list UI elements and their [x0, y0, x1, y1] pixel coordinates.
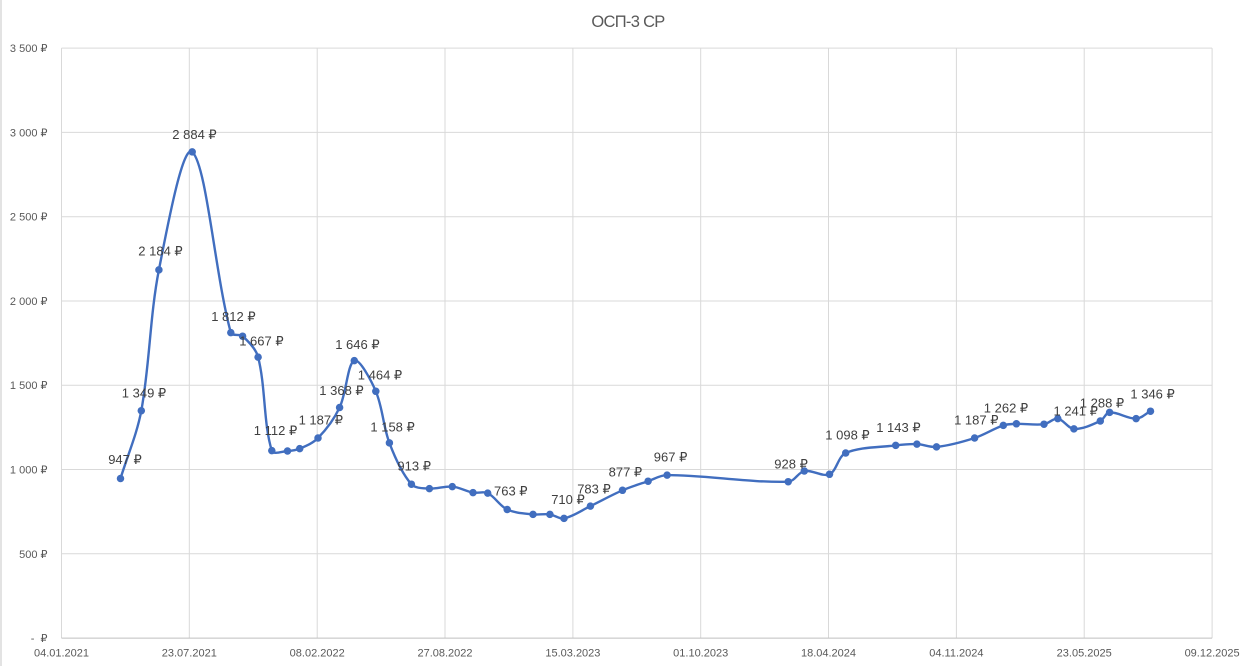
svg-text:1 000 ₽: 1 000 ₽ — [10, 465, 48, 477]
svg-text:1 241 ₽: 1 241 ₽ — [1053, 404, 1097, 419]
svg-text:1 288 ₽: 1 288 ₽ — [1080, 396, 1124, 411]
svg-text:1 368 ₽: 1 368 ₽ — [319, 383, 363, 398]
svg-text:23.07.2021: 23.07.2021 — [162, 648, 217, 660]
svg-text:04.11.2024: 04.11.2024 — [929, 648, 983, 660]
svg-text:1 646 ₽: 1 646 ₽ — [335, 337, 379, 352]
svg-text:1 112 ₽: 1 112 ₽ — [254, 423, 297, 438]
svg-text:04.01.2021: 04.01.2021 — [34, 648, 89, 660]
svg-text:09.12.2025: 09.12.2025 — [1185, 648, 1240, 660]
svg-text:928 ₽: 928 ₽ — [774, 457, 808, 472]
svg-text:15.03.2023: 15.03.2023 — [545, 648, 600, 660]
svg-text:3 500 ₽: 3 500 ₽ — [10, 43, 48, 55]
svg-text:1 667 ₽: 1 667 ₽ — [239, 333, 283, 348]
svg-text:3 000 ₽: 3 000 ₽ — [10, 127, 48, 139]
svg-text:23.05.2025: 23.05.2025 — [1057, 648, 1112, 660]
svg-text:27.08.2022: 27.08.2022 — [417, 648, 472, 660]
svg-text:1 500 ₽: 1 500 ₽ — [10, 380, 48, 392]
svg-text:2 000 ₽: 2 000 ₽ — [10, 296, 48, 308]
svg-text:08.02.2022: 08.02.2022 — [290, 648, 345, 660]
svg-text:2 884 ₽: 2 884 ₽ — [172, 127, 216, 142]
svg-text:2 184 ₽: 2 184 ₽ — [138, 244, 182, 259]
svg-text:500 ₽: 500 ₽ — [19, 549, 47, 561]
svg-text:783 ₽: 783 ₽ — [577, 482, 611, 497]
svg-text:1 143 ₽: 1 143 ₽ — [876, 420, 920, 435]
svg-text:2 500 ₽: 2 500 ₽ — [10, 212, 48, 224]
svg-text:1 346 ₽: 1 346 ₽ — [1130, 387, 1174, 402]
svg-text:1 349 ₽: 1 349 ₽ — [122, 386, 166, 401]
svg-text:947 ₽: 947 ₽ — [108, 452, 142, 467]
svg-text:967 ₽: 967 ₽ — [654, 450, 688, 465]
svg-text:1 262 ₽: 1 262 ₽ — [984, 401, 1028, 416]
svg-text:1 187 ₽: 1 187 ₽ — [299, 413, 343, 428]
svg-text:1 812 ₽: 1 812 ₽ — [211, 309, 255, 324]
svg-text:18.04.2024: 18.04.2024 — [801, 648, 856, 660]
svg-text:1 187 ₽: 1 187 ₽ — [954, 413, 998, 428]
svg-text:877 ₽: 877 ₽ — [609, 465, 643, 480]
svg-text:710 ₽: 710 ₽ — [551, 492, 585, 507]
svg-text:1 098 ₽: 1 098 ₽ — [825, 428, 869, 443]
svg-text:1 464 ₽: 1 464 ₽ — [358, 368, 402, 383]
svg-text:ОСП-3 СР: ОСП-3 СР — [591, 13, 665, 31]
svg-text:- ₽: - ₽ — [31, 633, 48, 645]
svg-text:01.10.2023: 01.10.2023 — [673, 648, 728, 660]
svg-text:1 158 ₽: 1 158 ₽ — [370, 420, 414, 435]
svg-text:763 ₽: 763 ₽ — [494, 484, 528, 499]
svg-text:913 ₽: 913 ₽ — [397, 459, 431, 474]
